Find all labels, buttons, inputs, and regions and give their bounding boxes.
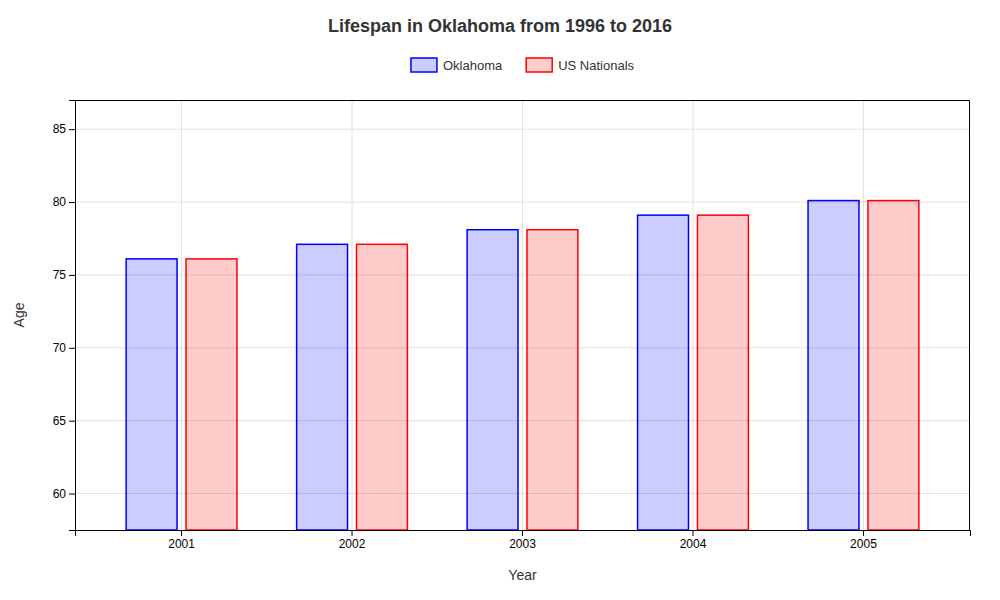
- bar-series: [126, 201, 859, 530]
- tick-mark: [692, 530, 693, 536]
- tick-label: 2005: [850, 537, 877, 551]
- tick-label: 85: [53, 122, 67, 136]
- tick: 70: [53, 341, 75, 355]
- bar-series: [186, 201, 919, 530]
- tick: 2001: [168, 530, 195, 551]
- bar: [186, 259, 237, 530]
- bar: [868, 201, 919, 530]
- tick: 2004: [680, 530, 707, 551]
- tick-mark: [69, 348, 75, 349]
- axis-line: [76, 531, 971, 537]
- tick: 60: [53, 487, 75, 501]
- title: Lifespan in Oklahoma from 1996 to 2016: [328, 16, 672, 36]
- tick-label: 60: [53, 487, 67, 501]
- grid-line: [692, 100, 693, 530]
- tick: 80: [53, 195, 75, 209]
- tick-label: 65: [53, 414, 67, 428]
- tick-label: 2002: [339, 537, 366, 551]
- y-axis-title: Age: [11, 302, 27, 327]
- grid-line: [352, 100, 353, 530]
- bar: [126, 259, 177, 530]
- bar: [527, 230, 578, 530]
- tick-mark: [69, 129, 75, 130]
- legend-item: Oklahoma: [411, 58, 503, 73]
- legend-swatch: [411, 58, 437, 72]
- tick-mark: [522, 530, 523, 536]
- bar: [467, 230, 518, 530]
- bar: [697, 215, 748, 530]
- tick-label: 80: [53, 195, 67, 209]
- tick-mark: [352, 530, 353, 536]
- legend-label: Oklahoma: [443, 58, 503, 73]
- bar: [357, 244, 408, 530]
- tick: 2002: [339, 530, 366, 551]
- tick-mark: [863, 530, 864, 536]
- bar: [297, 244, 348, 530]
- marks: [126, 201, 919, 530]
- legend-swatch: [526, 58, 552, 72]
- tick-label: 70: [53, 341, 67, 355]
- chart-container: 60 65 70 75 80 85 2001 2002 2003 2004 2005 Lifespan…: [0, 0, 1000, 600]
- grid: [75, 100, 970, 530]
- x-axis-title: Year: [508, 567, 537, 583]
- legend-label: US Nationals: [558, 58, 634, 73]
- grid-line: [522, 100, 523, 530]
- tick: 75: [53, 268, 75, 282]
- tick-mark: [181, 530, 182, 536]
- tick: 2005: [850, 530, 877, 551]
- bar: [638, 215, 689, 530]
- chart: 60 65 70 75 80 85 2001 2002 2003 2004 2005 Lifespan…: [0, 0, 1000, 600]
- tick-mark: [69, 202, 75, 203]
- tick-mark: [69, 275, 75, 276]
- tick: 85: [53, 122, 75, 136]
- tick: 2003: [509, 530, 536, 551]
- tick-label: 75: [53, 268, 67, 282]
- y-axis: 60 65 70 75 80 85: [53, 101, 76, 531]
- bar: [808, 201, 859, 530]
- plot: 60 65 70 75 80 85 2001 2002 2003 2004 2005: [53, 100, 971, 551]
- tick-label: 2001: [168, 537, 195, 551]
- axis-line: [69, 101, 76, 531]
- plot-frame: [75, 101, 970, 531]
- x-axis: 2001 2002 2003 2004 2005: [76, 530, 971, 551]
- tick-mark: [69, 494, 75, 495]
- tick-mark: [69, 421, 75, 422]
- tick-label: 2004: [680, 537, 707, 551]
- tick-label: 2003: [509, 537, 536, 551]
- legend: Oklahoma US Nationals: [411, 58, 635, 73]
- grid-line: [181, 100, 182, 530]
- legend-item: US Nationals: [526, 58, 634, 73]
- tick: 65: [53, 414, 75, 428]
- grid-line: [863, 100, 864, 530]
